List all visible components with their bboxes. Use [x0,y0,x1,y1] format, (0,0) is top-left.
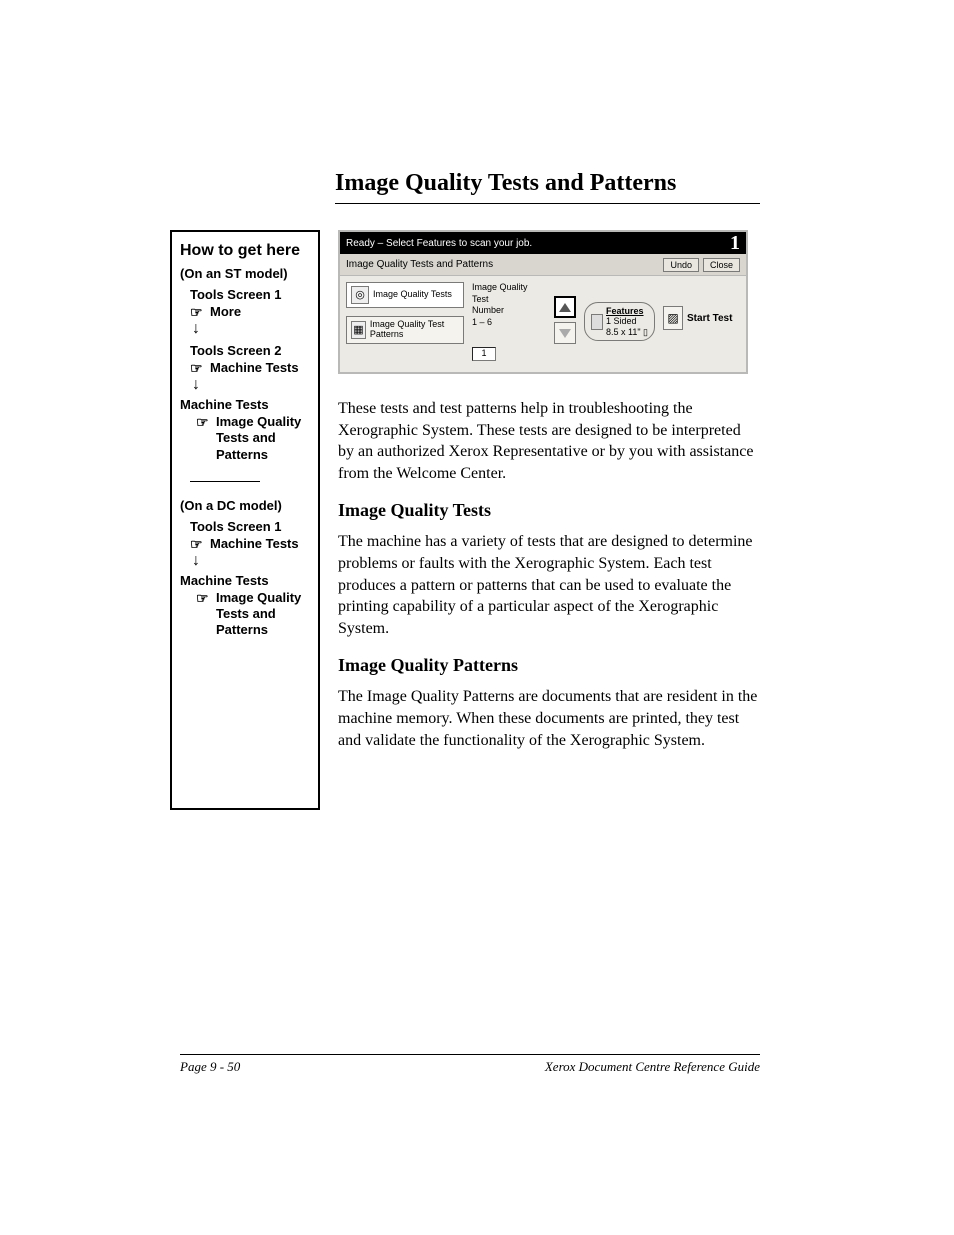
st-machine-tests-link: Machine Tests [210,360,310,375]
st-tools-screen-2: Tools Screen 2 [190,343,310,358]
undo-button[interactable]: Undo [663,258,699,272]
tab-label: Image Quality Test Patterns [370,320,459,340]
sidebar-divider [190,481,260,482]
down-arrow-icon: ↓ [192,553,310,569]
dc-model-label: (On a DC model) [180,498,310,513]
start-test-icon: ▨ [663,306,683,330]
machine-ui-screenshot: Ready – Select Features to scan your job… [338,230,748,374]
test-number-group: Image Quality Test Number 1 – 6 1 [472,282,546,361]
tab-image-quality-tests[interactable]: ◎ Image Quality Tests [346,282,464,308]
ui-job-counter: 1 [730,232,740,255]
decrement-button[interactable] [554,322,576,344]
dc-tools-screen-1: Tools Screen 1 [190,519,310,534]
st-machine-tests-header: Machine Tests [180,397,310,412]
page-title: Image Quality Tests and Patterns [335,170,760,204]
features-title: Features [606,306,648,316]
features-line2: 8.5 x 11" ▯ [606,327,648,337]
features-pill[interactable]: Features 1 Sided 8.5 x 11" ▯ [584,302,655,341]
ui-body: ◎ Image Quality Tests ▦ Image Quality Te… [340,276,746,372]
st-iq-tests-link: Image Quality Tests and Patterns [216,414,310,463]
dc-machine-tests-header: Machine Tests [180,573,310,588]
heading-iq-tests: Image Quality Tests [338,500,758,521]
test-number-label: Image Quality Test [472,282,546,305]
down-triangle-icon [559,329,571,338]
dc-machine-tests-link: Machine Tests [210,536,310,551]
patterns-icon: ▦ [351,321,366,339]
how-to-get-here-box: How to get here (On an ST model) Tools S… [170,230,320,810]
start-test-button[interactable]: Start Test [687,313,732,324]
tests-icon: ◎ [351,286,369,304]
st-more-link: More [210,304,310,319]
iq-patterns-paragraph: The Image Quality Patterns are documents… [338,686,758,751]
dc-iq-tests-link: Image Quality Tests and Patterns [216,590,310,639]
st-model-label: (On an ST model) [180,266,310,281]
intro-paragraph: These tests and test patterns help in tr… [338,398,758,484]
ui-breadcrumb-bar: Image Quality Tests and Patterns Undo Cl… [340,254,746,276]
sidebar-heading: How to get here [180,242,310,260]
close-button[interactable]: Close [703,258,740,272]
down-arrow-icon: ↓ [192,321,310,337]
footer-guide-title: Xerox Document Centre Reference Guide [545,1059,760,1075]
test-number-range: 1 – 6 [472,317,546,329]
increment-button[interactable] [554,296,576,318]
ui-breadcrumb-text: Image Quality Tests and Patterns [346,259,493,270]
iq-tests-paragraph: The machine has a variety of tests that … [338,531,758,639]
up-triangle-icon [559,303,571,312]
tab-image-quality-patterns[interactable]: ▦ Image Quality Test Patterns [346,316,464,344]
ui-ready-text: Ready – Select Features to scan your job… [346,238,532,249]
tab-label: Image Quality Tests [373,290,452,300]
st-tools-screen-1: Tools Screen 1 [190,287,310,302]
features-line1: 1 Sided [606,316,648,326]
footer-page-number: Page 9 - 50 [180,1059,240,1075]
test-number-value: 1 [472,347,496,361]
test-number-label2: Number [472,305,546,317]
heading-iq-patterns: Image Quality Patterns [338,655,758,676]
page-footer: Page 9 - 50 Xerox Document Centre Refere… [180,1054,760,1075]
ui-title-bar: Ready – Select Features to scan your job… [340,232,746,254]
down-arrow-icon: ↓ [192,377,310,393]
paper-icon [591,314,603,330]
